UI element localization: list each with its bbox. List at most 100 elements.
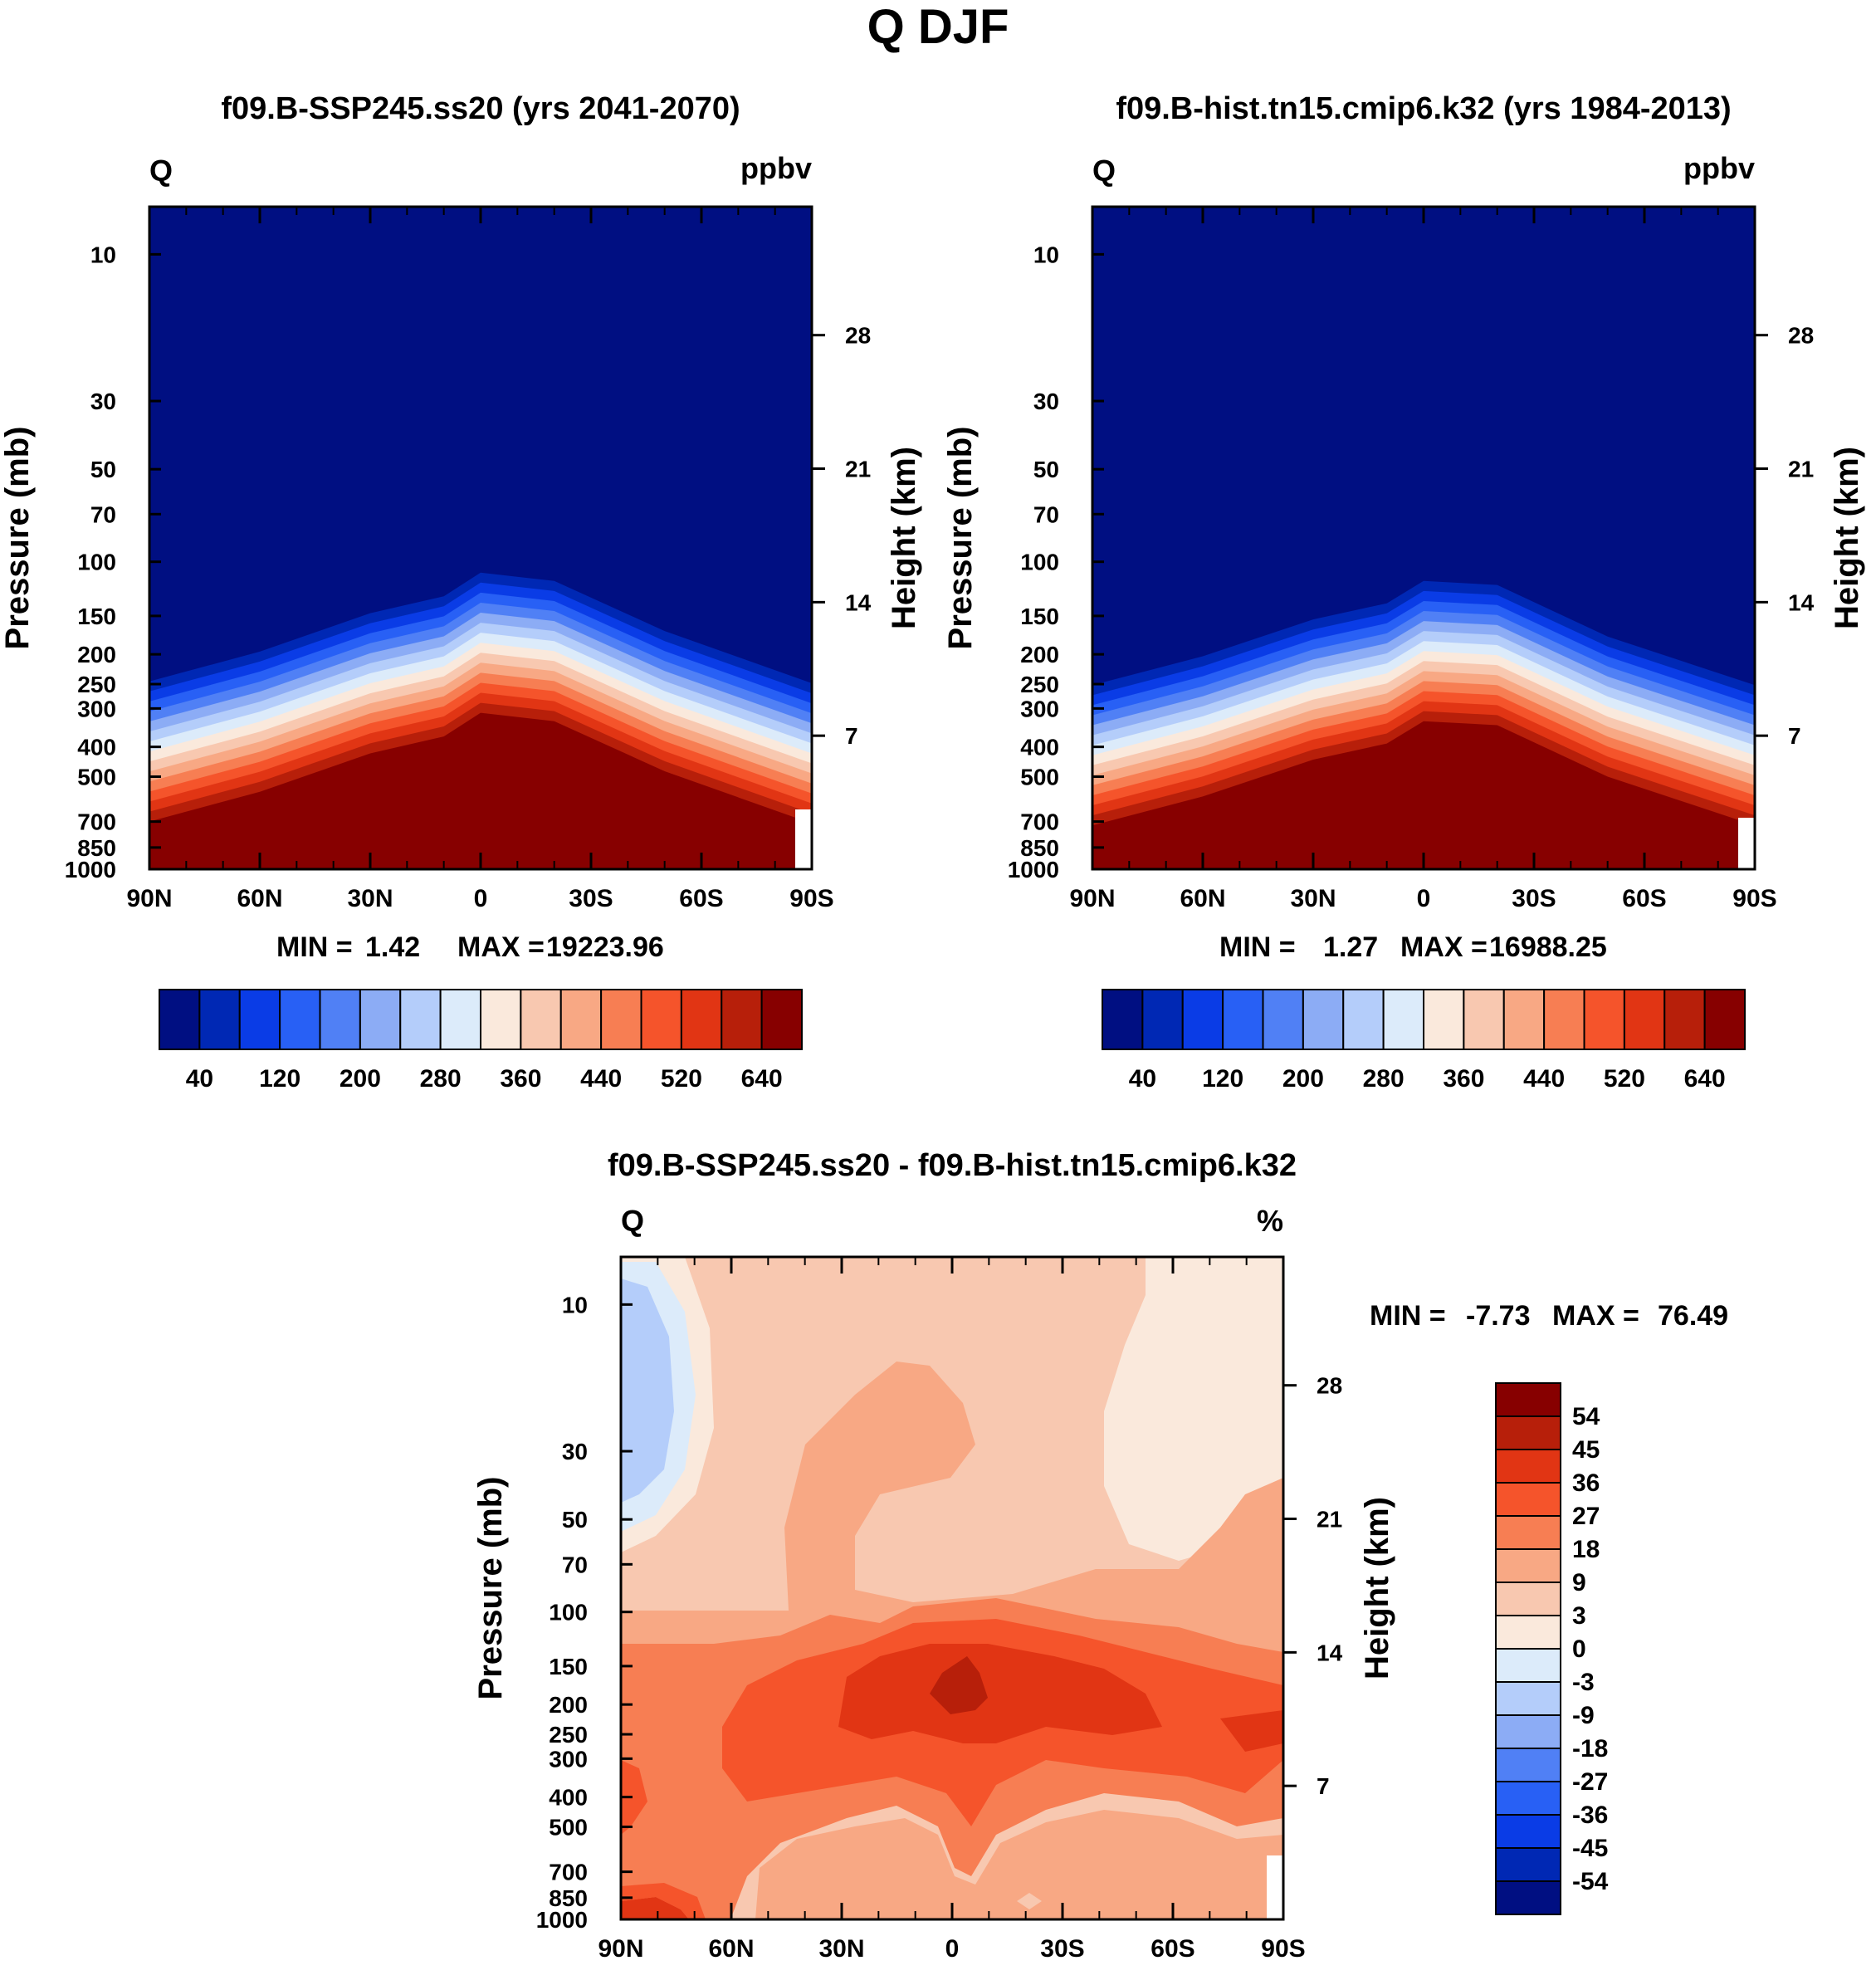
colorbar-swatch <box>1423 989 1465 1050</box>
colorbar-swatch <box>1495 1615 1561 1650</box>
colorbar-label: -9 <box>1572 1702 1595 1729</box>
colorbar-label: 200 <box>1282 1065 1324 1093</box>
y-tick-label: 100 <box>1020 550 1059 575</box>
min-label: MIN = <box>1219 931 1296 963</box>
min-label: MIN = <box>1370 1300 1446 1332</box>
colorbar-label: 120 <box>259 1065 300 1093</box>
y-axis-label: Pressure (mb) <box>472 1477 509 1700</box>
colorbar-label: -45 <box>1572 1835 1608 1862</box>
colorbar-label: -18 <box>1572 1735 1608 1762</box>
x-tick-label: 30S <box>1512 885 1556 912</box>
y-tick-label: 10 <box>562 1292 588 1318</box>
y-right-tick-label: 21 <box>1788 457 1814 482</box>
y-right-tick-label: 7 <box>1788 723 1801 749</box>
figure-title: Q DJF <box>867 0 1009 54</box>
y-tick-label: 500 <box>1020 765 1059 790</box>
units-label: ppbv <box>740 151 812 185</box>
y-right-tick-label: 28 <box>1788 323 1814 349</box>
y-tick-label: 1000 <box>65 857 116 882</box>
colorbar-label: -27 <box>1572 1768 1608 1796</box>
max-label: MAX = <box>1552 1300 1639 1332</box>
y-tick-label: 100 <box>77 550 116 575</box>
x-tick-label: 90N <box>598 1935 643 1963</box>
y-right-tick-label: 7 <box>1317 1773 1330 1799</box>
colorbar-label: 27 <box>1572 1503 1600 1530</box>
min-value: 1.27 <box>1323 931 1378 963</box>
colorbar-label: 40 <box>186 1065 213 1093</box>
y-right-tick-label: 14 <box>1788 589 1815 615</box>
max-value: 16988.25 <box>1489 931 1607 963</box>
x-tick-label: 90N <box>126 885 172 912</box>
x-tick-label: 60N <box>708 1935 754 1963</box>
colorbar-label: 520 <box>661 1065 702 1093</box>
colorbar-label: -3 <box>1572 1669 1595 1696</box>
colorbar-swatch <box>1495 1748 1561 1782</box>
y-axis-right-label: Height (km) <box>886 447 922 629</box>
y-tick-label: 300 <box>77 696 116 721</box>
y-tick-label: 300 <box>1020 696 1059 721</box>
colorbar-swatch <box>1495 1847 1561 1882</box>
y-axis-right: 28 21 14 7 <box>1283 1373 1343 1799</box>
band-27-to-36 <box>621 1883 706 1919</box>
y-tick-label: 250 <box>549 1722 588 1748</box>
band-9-to-18 <box>755 1810 1283 1919</box>
y-axis-right-label: Height (km) <box>1359 1497 1395 1679</box>
max-label: MAX = <box>457 931 545 963</box>
x-tick-label: 0 <box>474 885 488 912</box>
panel-title: f09.B-hist.tn15.cmip6.k32 (yrs 1984-2013… <box>1116 91 1731 126</box>
y-right-tick-label: 21 <box>1317 1507 1342 1533</box>
y-axis-right: 28 21 14 7 <box>812 323 872 749</box>
colorbar-swatch <box>1495 1415 1561 1450</box>
x-tick-label: 30S <box>1040 1935 1084 1963</box>
band-36-to-45 <box>621 1897 689 1919</box>
x-tick-label: 60S <box>679 885 723 912</box>
colorbar-label: 200 <box>340 1065 381 1093</box>
colorbar-label: 0 <box>1572 1635 1586 1663</box>
colorbar-swatch <box>279 989 321 1050</box>
colorbar-swatch <box>760 989 803 1050</box>
contour-bands <box>1092 580 1755 869</box>
missing-data <box>1267 1855 1283 1919</box>
panel-difference: f09.B-SSP245.ss20 - f09.B-hist.tn15.cmip… <box>472 1148 1728 1963</box>
y-axis-right-label: Height (km) <box>1829 447 1865 629</box>
y-tick-label: 400 <box>549 1785 588 1811</box>
y-tick-label: 700 <box>77 809 116 835</box>
colorbar-label: 36 <box>1572 1469 1600 1497</box>
contour-bands <box>149 572 812 869</box>
colorbar-swatch <box>1495 1681 1561 1716</box>
colorbar: 40 120 200 280 360 440 520 640 <box>1102 989 1746 1093</box>
max-value: 19223.96 <box>546 931 664 963</box>
colorbar-swatch <box>1102 989 1144 1050</box>
x-tick-label: 30N <box>347 885 393 912</box>
y-tick-label: 200 <box>77 642 116 667</box>
y-tick-label: 850 <box>549 1885 588 1911</box>
min-value: 1.42 <box>365 931 420 963</box>
colorbar-label: 3 <box>1572 1602 1586 1630</box>
x-axis: 90N 60N 30N 0 30S 60S 90S <box>1069 207 1777 912</box>
colorbar-swatch <box>1302 989 1345 1050</box>
band-36-to-45 <box>838 1644 1162 1743</box>
x-axis: 90N 60N 30N 0 30S 60S 90S <box>598 1257 1306 1963</box>
y-tick-label: 1000 <box>536 1907 588 1933</box>
x-tick-label: 30N <box>818 1935 864 1963</box>
y-tick-label: 30 <box>1033 389 1059 414</box>
colorbar-label: 440 <box>1523 1065 1565 1093</box>
y-tick-label: 10 <box>90 242 116 267</box>
colorbar-swatch <box>1543 989 1585 1050</box>
panel-left: f09.B-SSP245.ss20 (yrs 2041-2070) Q ppbv… <box>0 91 922 1093</box>
y-tick-label: 850 <box>77 835 116 861</box>
variable-label: Q <box>149 154 173 188</box>
y-tick-label: 700 <box>1020 809 1059 835</box>
colorbar-swatch <box>480 989 522 1050</box>
y-tick-label: 50 <box>562 1507 588 1533</box>
colorbar-swatch <box>640 989 682 1050</box>
y-right-tick-label: 28 <box>845 323 871 349</box>
colorbar-swatch <box>559 989 603 1050</box>
colorbar-swatch <box>1623 989 1666 1050</box>
colorbar-swatch <box>359 989 402 1050</box>
y-tick-label: 400 <box>77 735 116 760</box>
colorbar-swatch <box>1463 989 1505 1050</box>
y-tick-label: 250 <box>1020 672 1059 697</box>
colorbar-swatch <box>1495 1714 1561 1749</box>
y-tick-label: 150 <box>549 1654 588 1679</box>
